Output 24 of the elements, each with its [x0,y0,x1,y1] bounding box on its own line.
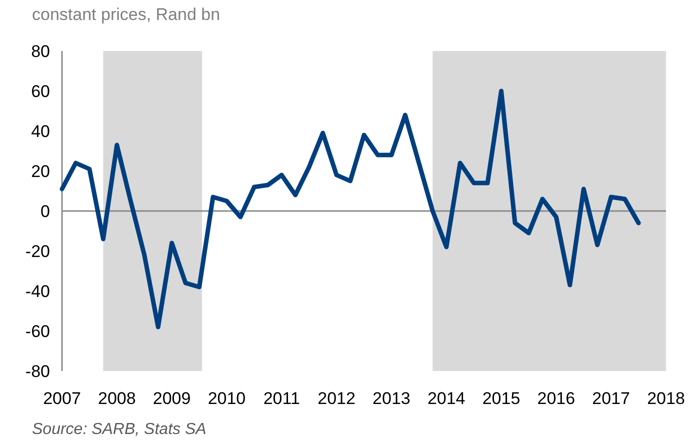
y-tick-label: -80 [25,362,50,381]
y-tick-label: 0 [40,202,50,221]
y-axis-title: constant prices, Rand bn [32,5,220,24]
x-tick-label: 2009 [152,389,191,408]
x-tick-label: 2016 [537,389,576,408]
x-tick-label: 2010 [208,389,246,408]
y-tick-label: 20 [31,162,50,181]
x-tick-label: 2015 [482,389,520,408]
x-tick-label: 2008 [98,389,136,408]
y-tick-label: 40 [31,122,50,141]
line-series [60,88,641,330]
y-tick-label: -20 [25,242,50,261]
source-note: Source: SARB, Stats SA [32,421,206,438]
x-tick-label: 2013 [372,389,410,408]
x-tick-label: 2012 [318,389,356,408]
y-tick-label: 60 [31,82,50,101]
x-tick-label: 2007 [43,389,81,408]
y-tick-label: 80 [31,42,50,61]
x-tick-label: 2014 [427,389,466,408]
x-tick-label: 2011 [263,389,300,408]
y-tick-label: -60 [25,322,50,341]
x-tick-label: 2018 [647,389,685,408]
x-tick-label: 2017 [592,389,630,408]
y-tick-label: -40 [25,282,50,301]
